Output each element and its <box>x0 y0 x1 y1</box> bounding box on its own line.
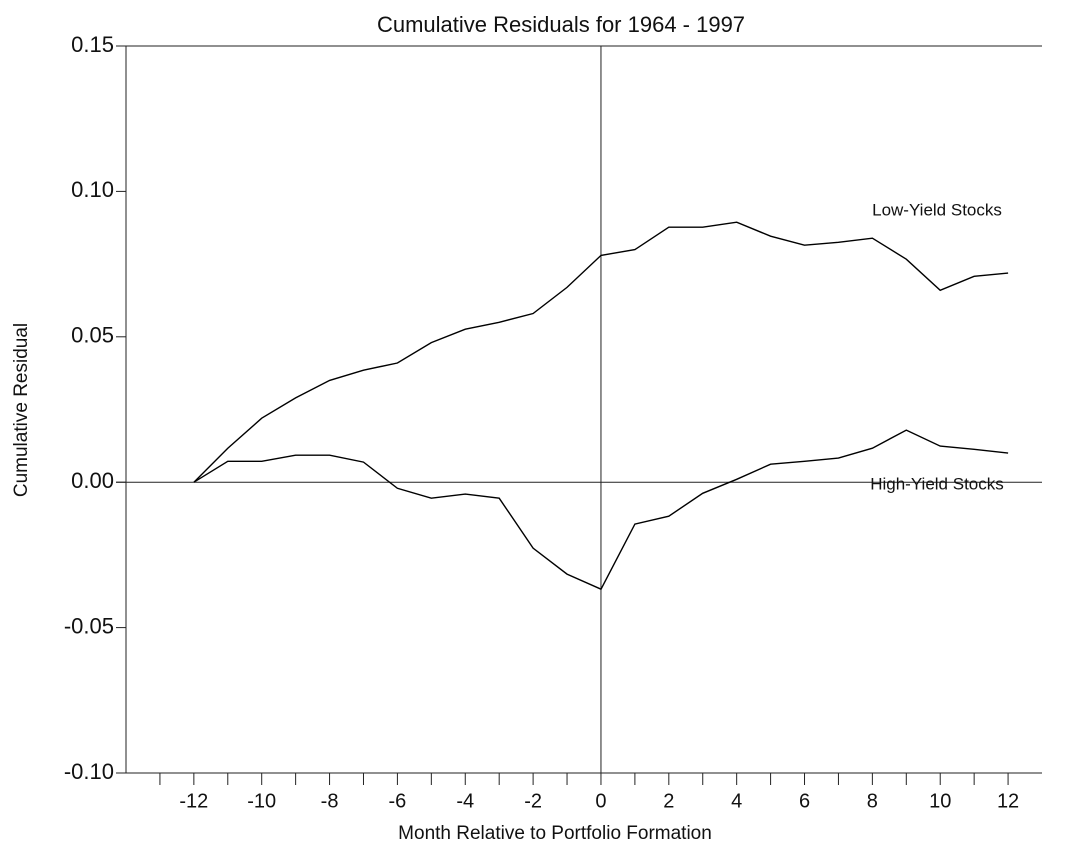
y-tick-label: 0.10 <box>71 177 114 202</box>
y-tick-label: 0.15 <box>71 32 114 57</box>
y-tick-label: -0.05 <box>64 613 114 638</box>
x-tick-label: 10 <box>929 790 951 812</box>
x-tick-label: 6 <box>799 790 810 812</box>
line-series <box>193 429 1009 591</box>
x-tick-label: -2 <box>524 790 542 812</box>
y-tick-label: 0.05 <box>71 323 114 348</box>
series-label: Low-Yield Stocks <box>872 201 1002 220</box>
x-axis-label: Month Relative to Portfolio Formation <box>398 823 712 844</box>
y-tick-label: -0.10 <box>64 759 114 784</box>
x-tick-label: -8 <box>321 790 339 812</box>
series-label: High-Yield Stocks <box>870 475 1004 494</box>
y-axis-label: Cumulative Residual <box>11 323 32 497</box>
x-tick-label: 0 <box>595 790 606 812</box>
x-tick-label: 4 <box>731 790 742 812</box>
chart-title: Cumulative Residuals for 1964 - 1997 <box>377 12 745 37</box>
x-tick-label: -12 <box>179 790 208 812</box>
line-series <box>193 221 1009 483</box>
x-tick-label: -4 <box>456 790 474 812</box>
x-tick-label: 12 <box>997 790 1019 812</box>
x-tick-label: -10 <box>247 790 276 812</box>
x-tick-label: 2 <box>663 790 674 812</box>
x-tick-label: -6 <box>389 790 407 812</box>
y-tick-label: 0.00 <box>71 468 114 493</box>
x-tick-label: 8 <box>867 790 878 812</box>
